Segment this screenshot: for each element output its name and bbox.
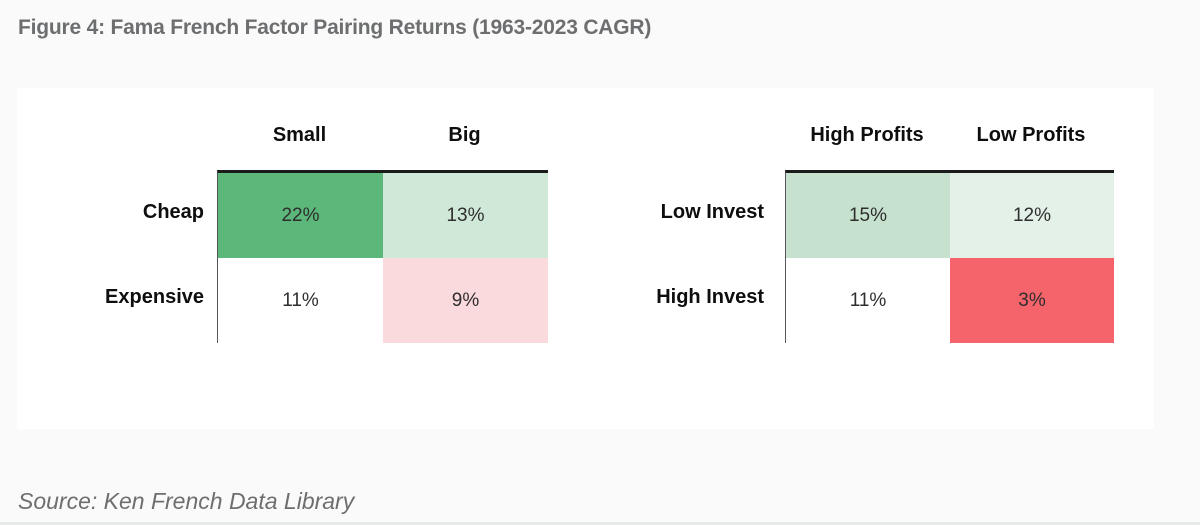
row-label-high-invest: High Invest (656, 286, 764, 308)
matrix-cell-lowinvest-lowprofits: 12% (950, 173, 1114, 258)
column-header-big: Big (448, 124, 481, 146)
column-header-high-profits: High Profits (810, 124, 924, 146)
size-value-matrix: Small Big Cheap Expensive 22% 13% 11% 9% (17, 123, 548, 343)
page-bottom-divider (0, 522, 1200, 525)
matrix-grid: 22% 13% 11% 9% (217, 170, 548, 343)
matrix-cell-expensive-big: 9% (383, 258, 548, 343)
figure-card: Small Big Cheap Expensive 22% 13% 11% 9%… (17, 88, 1154, 429)
row-label-cheap: Cheap (142, 201, 204, 223)
matrix-grid: 15% 12% 11% 3% (785, 170, 1114, 343)
row-label-low-invest: Low Invest (660, 201, 764, 223)
matrix-cell-expensive-small: 11% (218, 258, 383, 343)
matrix-cell-highinvest-lowprofits: 3% (950, 258, 1114, 343)
matrix-cell-highinvest-highprofits: 11% (786, 258, 950, 343)
row-label-expensive: Expensive (105, 286, 204, 308)
matrix-cell-cheap-small: 22% (218, 173, 383, 258)
source-caption: Source: Ken French Data Library (18, 488, 355, 514)
profit-invest-matrix: High Profits Low Profits Low Invest High… (605, 123, 1114, 343)
matrix-cell-cheap-big: 13% (383, 173, 548, 258)
figure-title: Figure 4: Fama French Factor Pairing Ret… (18, 16, 652, 39)
column-header-row: Small Big (217, 123, 548, 147)
row-label-column: Cheap Expensive (17, 170, 217, 343)
matrix-cell-lowinvest-highprofits: 15% (786, 173, 950, 258)
column-header-row: High Profits Low Profits (785, 123, 1114, 147)
row-label-column: Low Invest High Invest (605, 170, 785, 343)
column-header-low-profits: Low Profits (976, 124, 1086, 146)
column-header-small: Small (272, 124, 327, 146)
